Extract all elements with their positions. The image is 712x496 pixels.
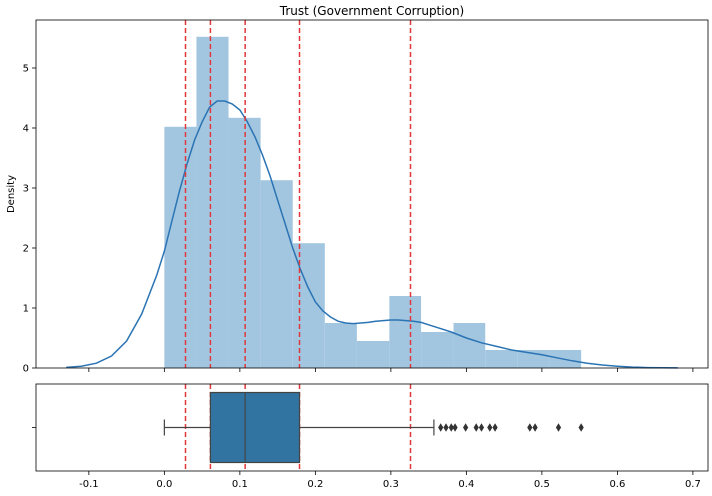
histogram-bar <box>421 332 454 368</box>
boxplot-panel: -0.1 0.0 0.1 0.2 0.3 0.4 0.5 0.6 0.7 <box>32 383 709 490</box>
histogram-bar <box>228 117 261 368</box>
outlier-point <box>443 423 449 432</box>
outlier-point <box>578 423 584 432</box>
histogram-bar <box>260 180 293 368</box>
outlier-point <box>478 423 485 432</box>
x-tick-label: -0.1 <box>79 479 99 490</box>
x-tick-label: 0.4 <box>458 479 474 490</box>
x-tick-label: 0.1 <box>232 479 248 490</box>
y-axis-label: Density <box>6 175 17 213</box>
y-tick-label: 1 <box>23 304 29 315</box>
x-tick-label: 0.2 <box>307 479 323 490</box>
histogram-bar <box>453 323 486 368</box>
x-tick-label: 0.0 <box>156 479 172 490</box>
x-tick-label: 0.5 <box>534 479 550 490</box>
outlier-point <box>555 423 562 432</box>
histogram-panel: 0 1 2 3 4 5 Trust (Government Corruption) Den… <box>6 4 709 375</box>
x-tick-label: 0.7 <box>685 479 701 490</box>
y-tick-label: 2 <box>23 244 29 255</box>
y-tick-label: 0 <box>23 364 29 375</box>
y-tick-label: 3 <box>23 184 29 195</box>
histogram-y-ticks: 0 1 2 3 4 5 <box>23 64 36 375</box>
outlier-point <box>463 423 469 432</box>
histogram-x-ticks <box>88 368 694 372</box>
interquartile-box <box>209 391 301 464</box>
boxplot-body <box>163 391 435 464</box>
y-tick-label: 4 <box>23 124 29 135</box>
histogram-bar <box>324 323 357 368</box>
outlier-point <box>527 423 533 432</box>
x-tick-label: 0.3 <box>383 479 399 490</box>
outlier-point <box>487 423 493 432</box>
chart-title: Trust (Government Corruption) <box>279 4 464 18</box>
outlier-point <box>452 423 458 432</box>
histogram-bar <box>196 36 229 369</box>
boxplot-x-ticks: -0.1 0.0 0.1 0.2 0.3 0.4 0.5 0.6 0.7 <box>79 471 701 490</box>
outlier-point <box>438 423 444 432</box>
outlier-point <box>492 423 498 432</box>
histogram-bar <box>485 350 518 368</box>
y-tick-label: 5 <box>23 64 29 75</box>
outlier-point <box>473 423 479 432</box>
histogram-reference-lines <box>184 20 412 368</box>
histogram-frame <box>35 19 709 369</box>
histogram-bars <box>164 36 582 369</box>
histogram-bar <box>389 296 422 368</box>
outlier-point <box>532 423 538 432</box>
x-tick-label: 0.6 <box>609 479 625 490</box>
histogram-bar <box>164 126 197 368</box>
boxplot-outliers <box>438 423 584 432</box>
outlier-point <box>448 423 454 432</box>
histogram-bar <box>356 341 390 368</box>
